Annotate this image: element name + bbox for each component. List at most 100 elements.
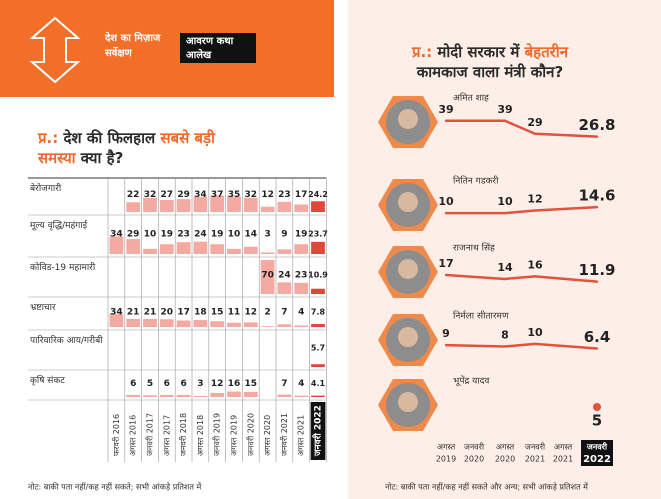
x-label: अगस्त bbox=[496, 443, 515, 452]
bar bbox=[277, 249, 292, 254]
arrow-icon bbox=[29, 16, 81, 84]
point bbox=[595, 135, 599, 138]
column-label: जनवरी 2018 bbox=[178, 413, 188, 456]
title-part: देश की फिलहाल bbox=[63, 129, 156, 147]
point bbox=[444, 343, 448, 347]
value-label: 7 bbox=[281, 307, 287, 317]
value-label: 15 bbox=[245, 379, 258, 389]
bar bbox=[243, 391, 258, 397]
column-label: जनवरी 2021 bbox=[279, 413, 289, 456]
value-label: 6 bbox=[180, 379, 186, 389]
value-label: 7 bbox=[281, 379, 287, 389]
bar bbox=[243, 246, 258, 254]
column-label: जनवरी 2022 bbox=[312, 405, 324, 457]
x-label: अगस्त bbox=[554, 443, 573, 452]
point bbox=[444, 211, 448, 215]
bar bbox=[159, 319, 174, 327]
column-label: जनवरी 2019 bbox=[212, 413, 222, 456]
bar bbox=[176, 199, 191, 212]
x-label: 2020 bbox=[464, 455, 484, 464]
row-label: मूल्य वृद्धि/महंगाई bbox=[30, 221, 88, 231]
line-segment bbox=[445, 343, 506, 348]
bar bbox=[176, 394, 191, 397]
point bbox=[533, 275, 537, 278]
highlight-box bbox=[581, 440, 613, 466]
value-label: 11 bbox=[228, 307, 241, 317]
bar bbox=[193, 241, 208, 254]
bar bbox=[294, 282, 309, 294]
bar bbox=[227, 196, 241, 212]
value-label: 34 bbox=[110, 229, 123, 239]
bar bbox=[311, 201, 325, 212]
value-label: 29 bbox=[127, 229, 140, 239]
column-label: अगस्त 2018 bbox=[196, 415, 205, 456]
value-label: 8 bbox=[501, 328, 509, 341]
value-label: 12 bbox=[261, 190, 274, 200]
value-label: 26.8 bbox=[578, 116, 615, 134]
bar bbox=[143, 197, 157, 212]
x-label: 2021 bbox=[553, 455, 573, 464]
title-part: प्र.: bbox=[411, 43, 433, 61]
bar bbox=[176, 242, 191, 254]
value-label: 16 bbox=[228, 379, 241, 389]
value-label: 10 bbox=[144, 229, 157, 239]
value-label: 24.2 bbox=[308, 190, 328, 199]
value-label: 24 bbox=[194, 229, 207, 239]
title-part: प्र.: bbox=[38, 129, 59, 147]
bar bbox=[277, 282, 292, 294]
value-label: 14 bbox=[245, 229, 258, 239]
bar bbox=[294, 244, 309, 254]
value-label: 23 bbox=[177, 229, 190, 239]
value-label: 9 bbox=[442, 327, 450, 340]
line-segment bbox=[534, 275, 598, 283]
value-label: 10.9 bbox=[308, 271, 328, 280]
bar bbox=[109, 313, 124, 327]
value-label: 5 bbox=[592, 412, 602, 430]
value-label: 17 bbox=[295, 190, 308, 200]
bar bbox=[227, 391, 241, 397]
value-label: 10 bbox=[438, 195, 454, 208]
value-label: 29 bbox=[177, 190, 190, 200]
photo-face bbox=[398, 109, 418, 129]
bar bbox=[126, 394, 141, 397]
value-label: 19 bbox=[161, 229, 174, 239]
x-label: 2020 bbox=[495, 455, 515, 464]
x-label: 2022 bbox=[583, 454, 611, 465]
value-label: 35 bbox=[228, 190, 241, 200]
value-label: 3 bbox=[197, 379, 203, 389]
value-label: 5.7 bbox=[311, 344, 325, 353]
value-label: 39 bbox=[438, 103, 453, 116]
point bbox=[503, 211, 507, 215]
value-label: 70 bbox=[261, 271, 274, 281]
value-label: 14 bbox=[497, 261, 513, 274]
point bbox=[593, 403, 601, 411]
bar bbox=[109, 236, 124, 254]
bar bbox=[277, 324, 292, 327]
bar bbox=[294, 204, 309, 212]
point bbox=[595, 205, 599, 209]
series-name: अमित शाह bbox=[453, 92, 489, 104]
title-part: क्या है? bbox=[80, 149, 124, 168]
bar bbox=[311, 364, 325, 367]
bar bbox=[143, 318, 157, 327]
x-label: अगस्त bbox=[437, 443, 456, 452]
bar bbox=[311, 288, 325, 294]
bar bbox=[260, 326, 275, 327]
x-label: जनवरी bbox=[525, 442, 546, 452]
series-name: भूपेंद्र यादव bbox=[453, 375, 490, 387]
tag-box bbox=[180, 33, 256, 63]
value-label: 10 bbox=[228, 229, 241, 239]
value-label: 15 bbox=[211, 307, 224, 317]
value-label: 21 bbox=[127, 307, 140, 317]
bar bbox=[210, 392, 225, 397]
title-part: मोदी सरकार में bbox=[437, 43, 520, 61]
tag-label: आवरण कथा bbox=[186, 36, 234, 47]
value-label: 11.9 bbox=[578, 261, 615, 279]
column-label: फरवरी 2016 bbox=[111, 414, 121, 456]
value-label: 6 bbox=[130, 379, 136, 389]
value-label: 34 bbox=[194, 190, 207, 200]
value-label: 19 bbox=[295, 229, 308, 239]
bar bbox=[277, 394, 292, 397]
bar bbox=[311, 395, 325, 397]
right-title: प्र.: मोदी सरकार में बेहतरीन कामकाज वाला … bbox=[370, 42, 610, 83]
